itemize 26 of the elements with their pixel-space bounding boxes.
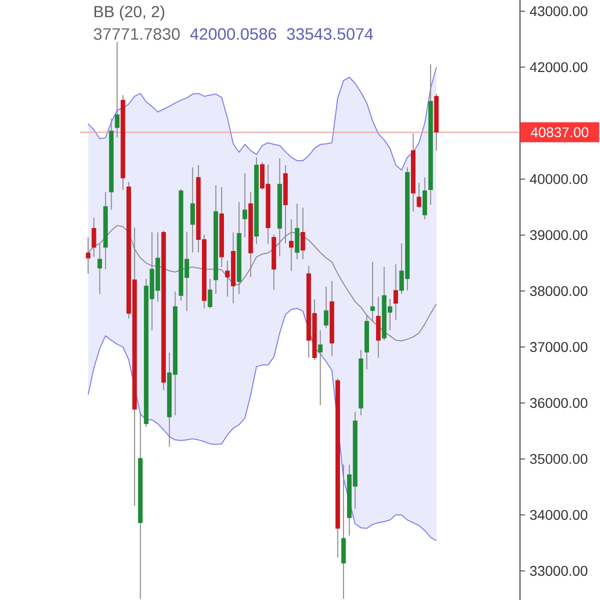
candlestick <box>394 264 398 321</box>
y-tick-label: 42000.00 <box>530 62 588 72</box>
candlestick <box>190 166 195 253</box>
y-tick-label: 39000.00 <box>530 230 588 240</box>
candlestick <box>242 173 248 238</box>
y-tick-label: 40000.00 <box>530 174 588 184</box>
candlestick <box>318 330 323 406</box>
y-tick-label: 36000.00 <box>530 398 588 408</box>
candlestick <box>416 182 422 208</box>
candlestick <box>114 41 120 138</box>
y-tick-label: 34000.00 <box>530 510 588 520</box>
y-tick-label: 33000.00 <box>530 566 588 576</box>
candlestick <box>324 286 328 328</box>
ref-line-label: 40837.00 <box>530 127 588 138</box>
candlestick <box>97 244 102 294</box>
candlestick <box>370 261 375 322</box>
y-tick-label: 38000.00 <box>530 286 588 296</box>
annotation: 42000.0586 <box>190 28 276 40</box>
candlestick <box>208 278 212 309</box>
y-tick-label: 35000.00 <box>530 454 588 464</box>
annotation: 33543.5074 <box>286 28 374 40</box>
y-tick-label: 37000.00 <box>530 342 588 352</box>
chart-title: BB (20, 2) <box>94 6 164 20</box>
line-series <box>88 66 437 171</box>
annotation: 37771.7830 <box>94 28 180 40</box>
y-tick-label: 43000.00 <box>530 6 588 16</box>
